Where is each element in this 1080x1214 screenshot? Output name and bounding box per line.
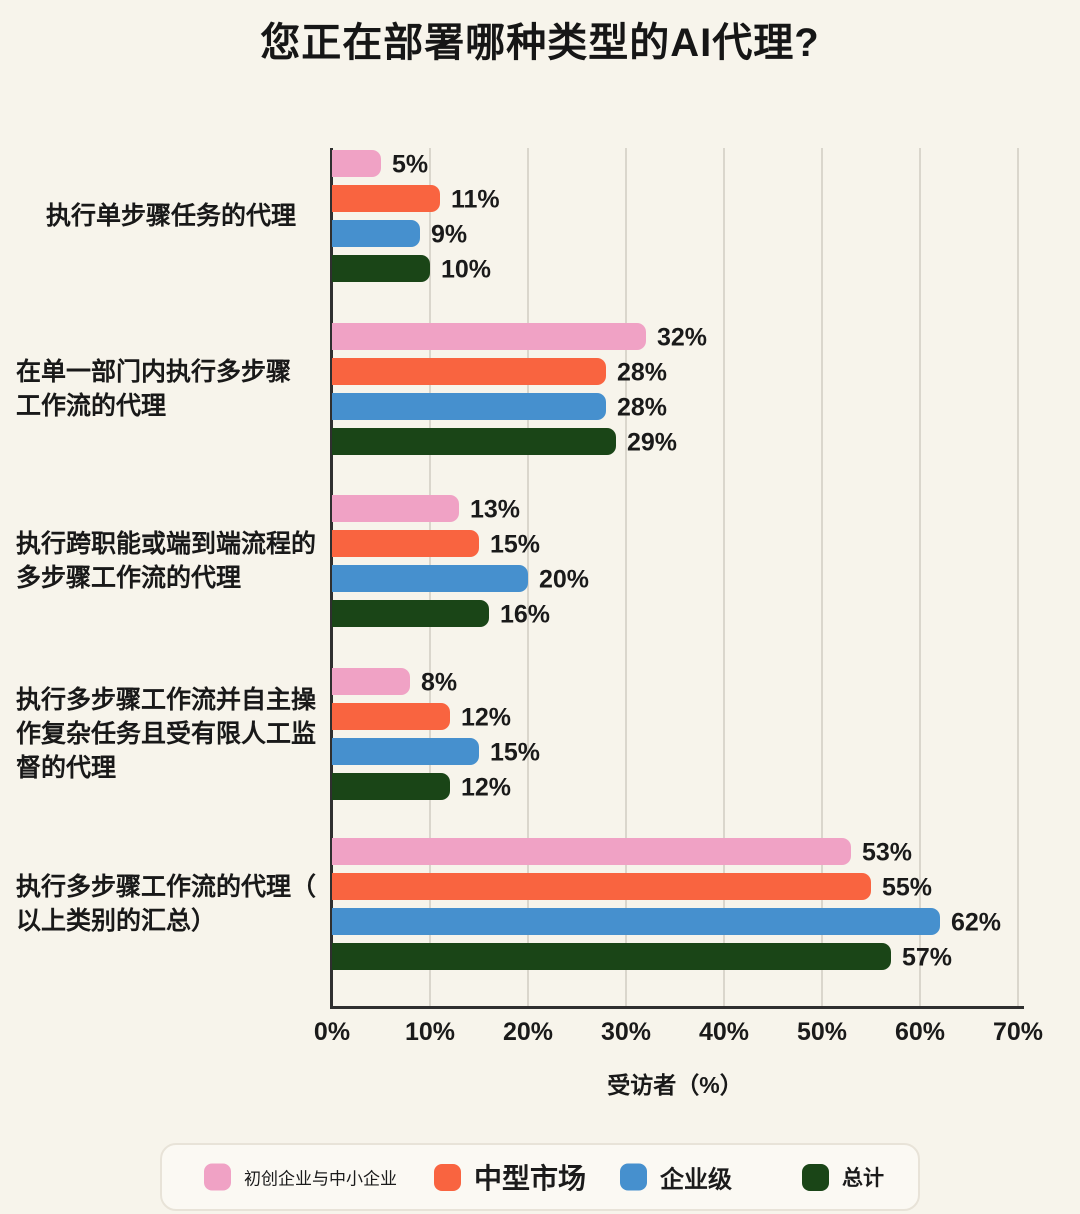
legend-item-中型市场: 中型市场	[434, 1157, 586, 1197]
bar-企业级	[332, 393, 606, 420]
legend-item-企业级: 企业级	[620, 1160, 732, 1195]
bar-初创企业与中小企业	[332, 668, 410, 695]
legend: 初创企业与中小企业 中型市场 企业级 总计	[160, 1143, 920, 1211]
x-tick-label: 20%	[502, 1018, 554, 1046]
bar-value-label: 28%	[617, 358, 668, 386]
bar-企业级	[332, 908, 940, 935]
category-label: 执行多步骤工作流并自主操 作复杂任务且受有限人工监 督的代理	[16, 683, 318, 785]
x-tick-label: 0%	[313, 1018, 351, 1046]
y-axis-line	[330, 148, 333, 1006]
category-label-line: 多步骤工作流的代理	[16, 564, 242, 592]
bar-value-label: 32%	[657, 323, 708, 351]
bar-初创企业与中小企业	[332, 150, 381, 177]
legend-item-label: 企业级	[660, 1166, 732, 1194]
legend-item-label: 初创企业与中小企业	[244, 1169, 397, 1189]
bar-企业级	[332, 738, 479, 765]
bar-value-label: 10%	[441, 255, 492, 283]
bar-初创企业与中小企业	[332, 323, 646, 350]
bar-value-label: 12%	[461, 773, 512, 801]
bar-value-label: 20%	[539, 565, 590, 593]
bar-总计	[332, 600, 489, 627]
gridline	[527, 148, 529, 1006]
bar-总计	[332, 773, 450, 800]
category-label-line: 督的代理	[16, 754, 117, 782]
bar-value-label: 12%	[461, 703, 512, 731]
bar-企业级	[332, 565, 528, 592]
gridline	[1017, 148, 1019, 1006]
bar-中型市场	[332, 703, 450, 730]
category-label-line: 执行多步骤工作流并自主操	[16, 686, 317, 714]
category-label-line: 作复杂任务且受有限人工监	[16, 720, 317, 748]
category-label-line: 工作流的代理	[16, 392, 167, 420]
bar-value-label: 29%	[627, 428, 678, 456]
x-tick-label: 60%	[894, 1018, 946, 1046]
bar-value-label: 55%	[882, 873, 933, 901]
bar-value-label: 13%	[470, 495, 521, 523]
x-tick-label: 40%	[698, 1018, 750, 1046]
x-tick-label: 70%	[992, 1018, 1044, 1046]
category-label: 在单一部门内执行多步骤 工作流的代理	[16, 355, 318, 423]
x-tick-label: 50%	[796, 1018, 848, 1046]
category-label-line: 执行多步骤工作流的代理（	[16, 873, 317, 901]
legend-item-label: 中型市场	[474, 1163, 587, 1194]
x-axis-line	[330, 1006, 1024, 1009]
bar-value-label: 9%	[431, 220, 468, 248]
bar-中型市场	[332, 873, 871, 900]
bar-value-label: 62%	[951, 908, 1002, 936]
legend-swatch-icon	[802, 1163, 829, 1191]
category-label: 执行多步骤工作流的代理（ 以上类别的汇总）	[16, 870, 318, 938]
x-tick-label: 10%	[404, 1018, 456, 1046]
bar-总计	[332, 943, 891, 970]
bar-value-label: 28%	[617, 393, 668, 421]
category-label-line: 执行跨职能或端到端流程的	[16, 530, 317, 558]
gridline	[919, 148, 921, 1006]
legend-item-初创企业与中小企业: 初创企业与中小企业	[204, 1163, 397, 1191]
bar-中型市场	[332, 530, 479, 557]
category-label-line: 在单一部门内执行多步骤	[16, 358, 292, 386]
bar-value-label: 5%	[392, 150, 429, 178]
bar-企业级	[332, 220, 420, 247]
bar-中型市场	[332, 358, 606, 385]
category-label-line: 执行单步骤任务的代理	[46, 202, 297, 230]
bar-value-label: 16%	[500, 600, 551, 628]
category-label-line: 以上类别的汇总）	[16, 907, 217, 935]
bar-总计	[332, 428, 616, 455]
bar-value-label: 8%	[421, 668, 458, 696]
bar-value-label: 15%	[490, 738, 541, 766]
category-label: 执行单步骤任务的代理	[16, 199, 318, 233]
bar-value-label: 11%	[451, 185, 500, 213]
bar-中型市场	[332, 185, 440, 212]
gridline	[821, 148, 823, 1006]
bar-初创企业与中小企业	[332, 838, 851, 865]
legend-item-label: 总计	[842, 1167, 884, 1190]
category-label: 执行跨职能或端到端流程的 多步骤工作流的代理	[16, 527, 318, 595]
gridline	[723, 148, 725, 1006]
legend-item-总计: 总计	[802, 1162, 884, 1192]
bar-初创企业与中小企业	[332, 495, 459, 522]
bar-总计	[332, 255, 430, 282]
bar-value-label: 53%	[862, 838, 913, 866]
bar-value-label: 57%	[902, 943, 953, 971]
legend-swatch-icon	[434, 1163, 461, 1191]
chart-title: 您正在部署哪种类型的AI代理?	[260, 21, 820, 65]
bar-value-label: 15%	[490, 530, 541, 558]
x-tick-label: 30%	[600, 1018, 652, 1046]
legend-swatch-icon	[204, 1163, 231, 1191]
x-axis-label: 受访者（%）	[607, 1072, 743, 1098]
legend-swatch-icon	[620, 1163, 647, 1191]
gridline	[625, 148, 627, 1006]
